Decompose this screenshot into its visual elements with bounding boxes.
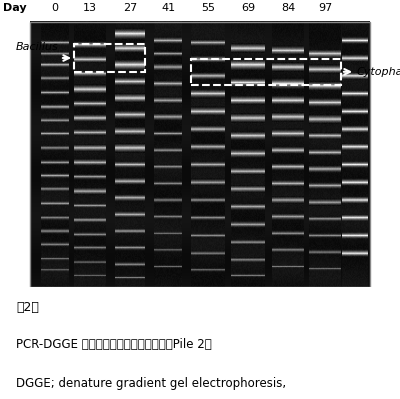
Text: PCR-DGGE 法による微生物群集の推移（Pile 2）: PCR-DGGE 法による微生物群集の推移（Pile 2）: [16, 338, 212, 351]
Text: 55: 55: [201, 3, 215, 13]
Bar: [30, 22, 370, 287]
Text: DGGE; denature gradient gel electrophoresis,: DGGE; denature gradient gel electrophore…: [16, 377, 286, 390]
Text: 97: 97: [318, 3, 332, 13]
Text: 図2．: 図2．: [16, 301, 39, 314]
Text: Day: Day: [3, 3, 27, 13]
Text: 69: 69: [241, 3, 255, 13]
Text: Cytophaga: Cytophaga: [357, 67, 400, 77]
Bar: [191, 59, 341, 85]
Text: 0: 0: [52, 3, 58, 13]
Text: Bacillus: Bacillus: [15, 42, 58, 52]
Bar: [74, 44, 145, 72]
Text: 41: 41: [161, 3, 175, 13]
Text: 84: 84: [281, 3, 295, 13]
Text: 27: 27: [123, 3, 137, 13]
Text: 13: 13: [83, 3, 97, 13]
